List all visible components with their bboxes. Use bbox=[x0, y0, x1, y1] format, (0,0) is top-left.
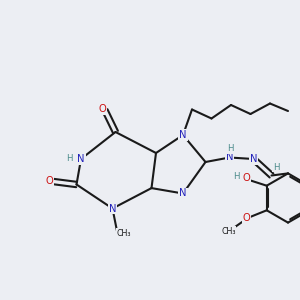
Text: H: H bbox=[66, 154, 73, 163]
Text: CH₃: CH₃ bbox=[116, 229, 131, 238]
Text: H: H bbox=[227, 144, 233, 153]
Text: O: O bbox=[243, 213, 250, 223]
Text: N: N bbox=[250, 154, 257, 164]
Text: N: N bbox=[226, 152, 233, 163]
Text: N: N bbox=[179, 130, 187, 140]
Text: O: O bbox=[46, 176, 53, 187]
Text: N: N bbox=[109, 203, 116, 214]
Text: CH₃: CH₃ bbox=[221, 227, 236, 236]
Text: H: H bbox=[273, 163, 279, 172]
Text: O: O bbox=[99, 104, 106, 114]
Text: O: O bbox=[243, 173, 250, 183]
Text: N: N bbox=[179, 188, 187, 199]
Text: N: N bbox=[77, 154, 85, 164]
Text: H: H bbox=[233, 172, 240, 181]
